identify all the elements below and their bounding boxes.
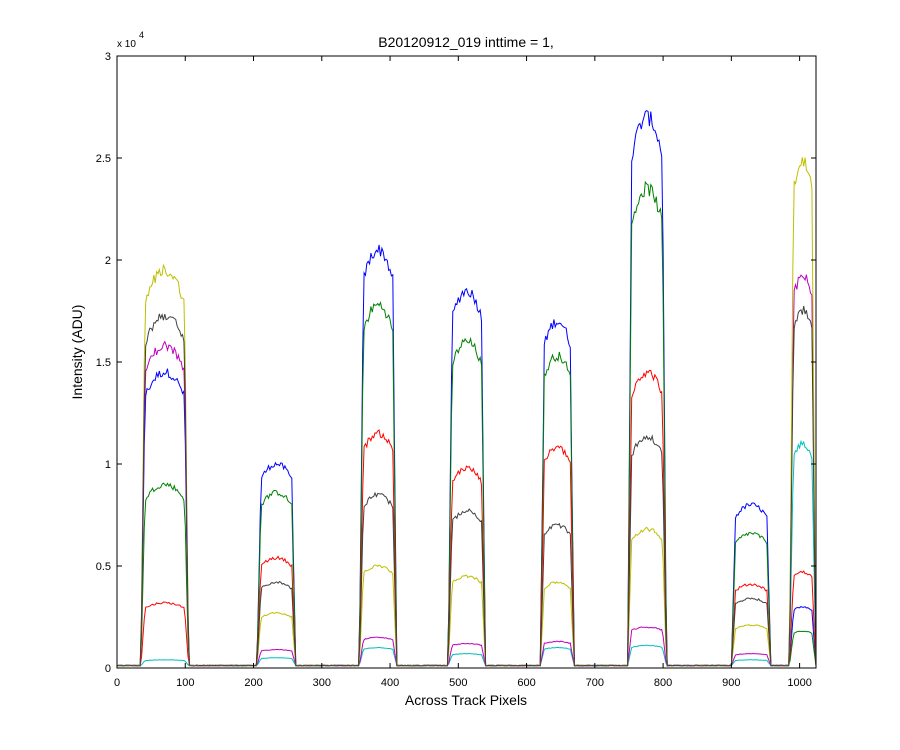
plot-area [117, 56, 816, 668]
y-tick-label: 2 [105, 255, 111, 267]
x-axis-label: Across Track Pixels [405, 692, 527, 708]
x-tick-label: 500 [449, 677, 467, 689]
y-tick-label: 1 [105, 459, 111, 471]
x-tick-label: 400 [381, 677, 399, 689]
y-exponent-power: 4 [139, 30, 144, 40]
x-tick-label: 900 [722, 677, 740, 689]
x-tick-label: 200 [244, 677, 262, 689]
x-tick-label: 300 [313, 677, 331, 689]
x-tick-label: 700 [586, 677, 604, 689]
y-tick-label: 1.5 [96, 357, 111, 369]
y-tick-label: 3 [105, 51, 111, 63]
y-exponent-label: x 10 [117, 39, 136, 50]
y-tick-label: 2.5 [96, 153, 111, 165]
x-tick-label: 600 [517, 677, 535, 689]
y-tick-label: 0 [105, 663, 111, 675]
x-tick-label: 1000 [787, 677, 811, 689]
series-group [116, 109, 817, 667]
x-tick-label: 100 [176, 677, 194, 689]
chart-title: B20120912_019 inttime = 1, [378, 34, 554, 50]
x-tick-label: 800 [654, 677, 672, 689]
y-axis-label: Intensity (ADU) [69, 305, 85, 400]
x-tick-label: 0 [114, 677, 120, 689]
y-tick-label: 0.5 [96, 561, 111, 573]
axis-ticks: 0 100 200 300 400 500 600 700 800 900 1000 0 0.5 1 1.5… [96, 51, 816, 689]
series-line [116, 305, 817, 667]
